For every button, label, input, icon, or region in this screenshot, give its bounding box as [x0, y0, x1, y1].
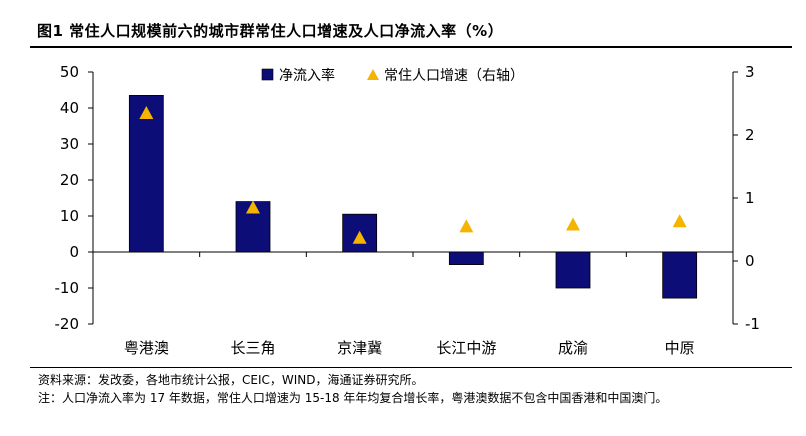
triangle-marker	[566, 217, 580, 231]
footnote: 注：人口净流入率为 17 年数据，常住人口增速为 15-18 年年均复合增长率，…	[38, 391, 668, 405]
category-label: 长三角	[230, 339, 275, 357]
triangle-marker	[139, 105, 154, 119]
category-label: 长江中游	[436, 339, 496, 357]
left-tick-label: 10	[60, 207, 79, 225]
figure-title: 图1 常住人口规模前六的城市群常住人口增速及人口净流入率（%）	[37, 22, 504, 40]
left-tick-label: 50	[60, 63, 79, 81]
right-tick-label: -1	[745, 315, 760, 333]
triangle-marker	[352, 230, 367, 244]
left-tick-label: 40	[60, 99, 79, 117]
category-label: 中原	[665, 339, 695, 357]
legend-swatch-triangle	[367, 69, 379, 80]
left-tick-label: 20	[60, 171, 79, 189]
bar	[555, 251, 591, 289]
bar	[128, 95, 164, 253]
right-tick-label: 1	[745, 189, 755, 207]
right-tick-label: 0	[745, 252, 755, 270]
left-tick-label: 30	[60, 135, 79, 153]
left-tick-label: 0	[69, 243, 79, 261]
footer-rule	[30, 367, 792, 368]
triangle-marker	[672, 214, 687, 228]
bar	[662, 251, 698, 299]
left-tick-label: -20	[55, 315, 80, 333]
source-note: 资料来源：发改委，各地市统计公报，CEIC，WIND，海通证券研究所。	[38, 373, 424, 387]
bar	[448, 251, 484, 266]
right-tick-label: 2	[745, 126, 755, 144]
title-rule	[30, 46, 792, 48]
legend-swatch-bar	[261, 68, 274, 81]
triangle-marker	[246, 200, 260, 214]
left-tick-label: -10	[55, 279, 80, 297]
triangle-marker	[459, 219, 474, 233]
category-label: 京津冀	[337, 339, 382, 357]
legend-label-bar: 净流入率	[279, 67, 335, 84]
right-tick-label: 3	[745, 63, 755, 81]
legend-label-triangle: 常住人口增速（右轴）	[384, 68, 524, 84]
category-label: 成渝	[558, 339, 588, 357]
category-label: 粤港澳	[124, 339, 169, 357]
